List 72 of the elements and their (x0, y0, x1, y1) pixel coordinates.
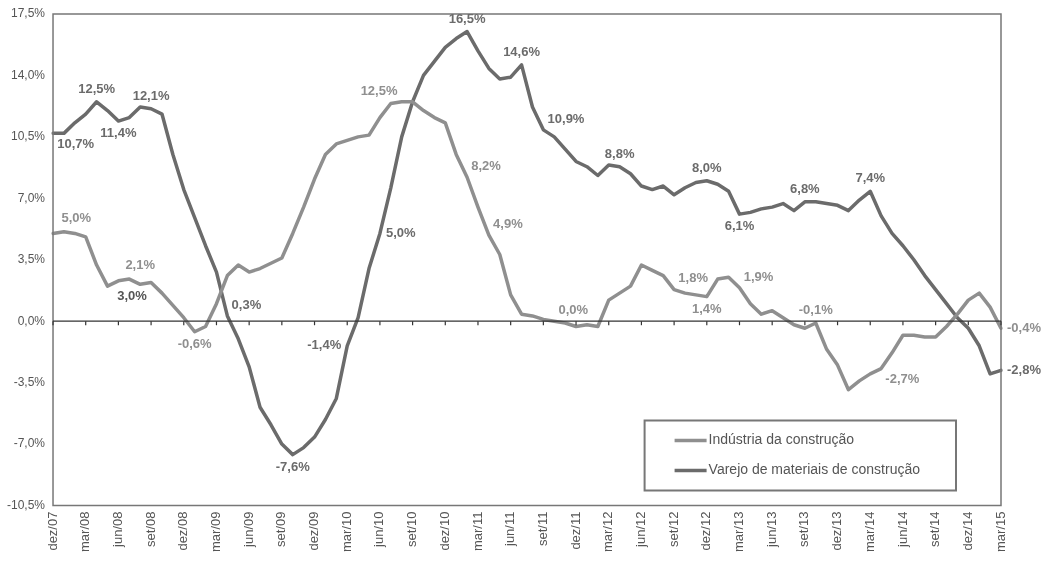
x-tick-label: dez/13 (829, 511, 845, 551)
y-tick-label: 10,5% (10, 129, 46, 144)
x-tick-label: set/14 (927, 511, 943, 547)
x-tick-label: mar/13 (731, 511, 747, 553)
x-tick-label: jun/13 (763, 511, 779, 548)
data-label: -7,6% (275, 458, 311, 474)
data-label: 5,0% (385, 225, 416, 241)
x-tick-label: set/11 (534, 511, 550, 546)
data-label: 1,9% (743, 268, 774, 284)
data-label: -2,8% (1007, 361, 1042, 377)
data-label: 8,2% (471, 158, 502, 174)
data-label: 6,8% (790, 180, 821, 196)
data-label: 4,9% (493, 216, 524, 232)
x-tick-label: jun/09 (240, 511, 256, 548)
x-tick-label: set/09 (273, 511, 289, 547)
data-label: 16,5% (448, 10, 486, 26)
x-tick-label: dez/08 (175, 511, 191, 551)
x-tick-label: set/10 (404, 511, 420, 547)
annotation: 3,0% (117, 288, 148, 304)
data-label: -2,7% (885, 370, 920, 386)
legend-label: Varejo de materiais de construção (708, 461, 921, 478)
data-label: 14,6% (503, 43, 541, 59)
legend-label: Indústria da construção (708, 431, 855, 448)
data-label: 2,1% (125, 257, 156, 273)
data-label: 11,4% (100, 125, 137, 141)
x-tick-label: dez/14 (959, 511, 975, 551)
x-tick-label: jun/10 (371, 511, 387, 548)
data-label: -0,4% (1007, 319, 1042, 335)
x-tick-label: set/12 (665, 511, 681, 547)
x-tick-label: mar/09 (208, 511, 224, 553)
data-label: 0,0% (558, 302, 589, 318)
x-tick-label: mar/08 (77, 511, 93, 553)
data-label: -1,4% (307, 337, 342, 353)
data-label: 12,1% (132, 87, 170, 103)
x-tick-label: mar/11 (469, 511, 485, 552)
x-tick-label: dez/07 (44, 511, 60, 551)
x-tick-label: dez/12 (698, 511, 714, 551)
x-tick-label: dez/10 (436, 511, 452, 551)
x-tick-label: set/13 (796, 511, 812, 547)
y-tick-label: 7,0% (17, 190, 46, 205)
x-tick-label: jun/12 (633, 511, 648, 548)
data-label: 7,4% (855, 170, 886, 186)
y-tick-label: 17,5% (10, 6, 46, 21)
x-tick-label: jun/11 (502, 511, 518, 548)
data-label: 12,5% (78, 80, 116, 96)
x-tick-label: mar/10 (338, 511, 354, 553)
data-label: 1,4% (691, 300, 723, 316)
x-tick-label: jun/08 (109, 511, 125, 548)
data-label: 10,7% (57, 135, 95, 151)
data-label: 10,9% (547, 110, 585, 126)
y-tick-label: 0,0% (17, 313, 46, 328)
y-tick-label: -3,5% (13, 374, 46, 389)
data-label: -0,6% (177, 335, 213, 351)
data-label: 8,0% (691, 159, 723, 175)
data-label: 5,0% (61, 210, 92, 226)
x-tick-label: mar/15 (992, 511, 1008, 553)
y-tick-label: -7,0% (13, 436, 46, 451)
data-label: 6,1% (724, 218, 755, 234)
data-label: 1,8% (678, 270, 709, 286)
y-tick-label: 14,0% (10, 67, 46, 82)
x-tick-label: dez/11 (567, 511, 583, 550)
x-tick-label: dez/09 (306, 511, 322, 551)
data-label: 0,3% (231, 296, 262, 312)
y-tick-label: -10,5% (6, 497, 46, 512)
y-tick-label: 3,5% (17, 252, 46, 267)
data-label: -0,1% (798, 302, 834, 318)
data-label: 8,8% (604, 145, 635, 161)
x-tick-label: mar/12 (600, 511, 616, 553)
data-label: 12,5% (360, 82, 398, 98)
x-tick-label: mar/14 (861, 511, 877, 553)
x-tick-label: set/08 (142, 511, 158, 547)
x-tick-label: jun/14 (894, 511, 910, 548)
